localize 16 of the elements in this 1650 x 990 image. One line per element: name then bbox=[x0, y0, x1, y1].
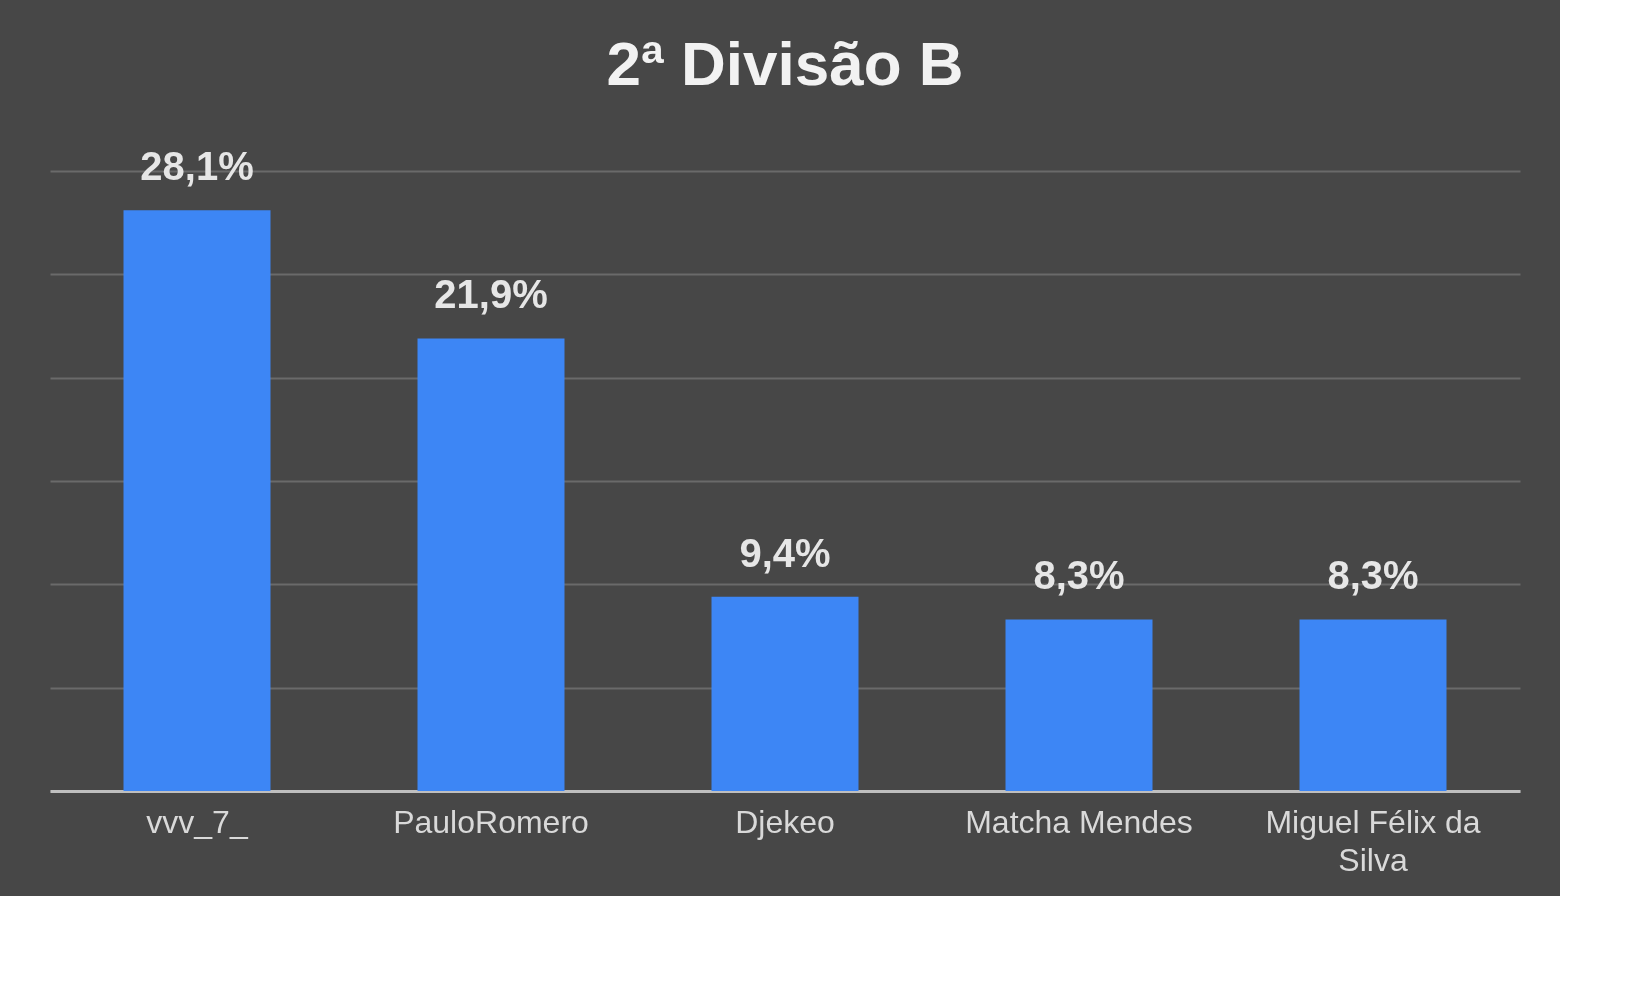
data-label: 8,3% bbox=[1327, 553, 1419, 598]
data-label: 28,1% bbox=[140, 144, 254, 189]
x-tick-label: Matcha Mendes bbox=[965, 803, 1193, 840]
bar bbox=[123, 210, 271, 791]
x-tick-label: Miguel Félix da Silva bbox=[1265, 803, 1481, 878]
x-tick-label: PauloRomero bbox=[393, 803, 589, 840]
data-label: 21,9% bbox=[434, 272, 548, 317]
chart-title: 2ª Divisão B bbox=[606, 29, 964, 99]
data-label: 8,3% bbox=[1033, 553, 1125, 598]
bar bbox=[1299, 619, 1447, 791]
bar bbox=[417, 338, 565, 791]
data-label: 9,4% bbox=[739, 530, 831, 575]
bar bbox=[711, 596, 859, 791]
x-tick-label: Djekeo bbox=[735, 803, 835, 840]
x-tick-label: vvv_7_ bbox=[146, 803, 249, 840]
bar bbox=[1005, 619, 1153, 791]
